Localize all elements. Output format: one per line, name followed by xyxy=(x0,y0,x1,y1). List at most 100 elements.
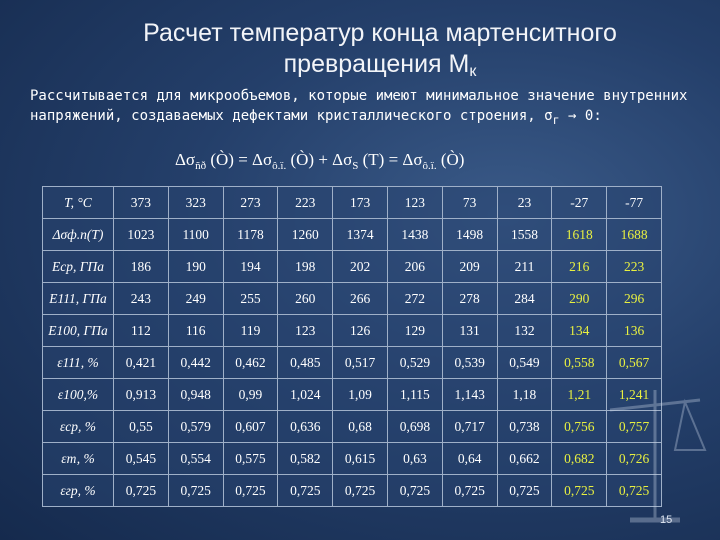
table-cell: 0,539 xyxy=(441,346,498,379)
table-row: ε100,% 0,913 0,948 0,99 1,024 1,09 1,115 1,143 1… xyxy=(42,378,662,411)
table-cell: 0,421 xyxy=(113,346,169,379)
table-cell: 1,21 xyxy=(551,378,608,411)
table-cell: 0,68 xyxy=(332,410,388,443)
table-cell: 373 xyxy=(113,186,169,219)
table-cell: -77 xyxy=(606,186,662,219)
row-label: εгр, % xyxy=(42,474,114,507)
table-cell: 223 xyxy=(606,250,662,283)
table-cell: 255 xyxy=(222,282,279,315)
table-cell: 1,024 xyxy=(277,378,334,411)
table-cell: 1,18 xyxy=(496,378,553,411)
intro-text: Рассчитывается для микрообъемов, которые… xyxy=(30,88,688,127)
table-cell: 206 xyxy=(386,250,443,283)
table-cell: 1558 xyxy=(496,218,553,251)
table-cell: 209 xyxy=(441,250,498,283)
table-cell: 0,554 xyxy=(167,442,224,475)
row-label: Δσф.п(T) xyxy=(42,218,114,251)
table-cell: 1,143 xyxy=(441,378,498,411)
table-cell: 0,55 xyxy=(113,410,169,443)
table-cell: 243 xyxy=(113,282,169,315)
table-cell: 0,442 xyxy=(167,346,224,379)
table-cell: 0,913 xyxy=(113,378,169,411)
table-cell: 1618 xyxy=(551,218,608,251)
table-cell: 129 xyxy=(386,314,443,347)
table-cell: 1438 xyxy=(386,218,443,251)
table-cell: 202 xyxy=(332,250,388,283)
table-cell: 0,63 xyxy=(386,442,443,475)
table-cell: 0,636 xyxy=(277,410,334,443)
table-cell: 190 xyxy=(167,250,224,283)
table-cell: 0,756 xyxy=(551,410,608,443)
table-row: εт, % 0,545 0,554 0,575 0,582 0,615 0,63 0,64 0,… xyxy=(42,442,662,475)
row-label: ε100,% xyxy=(42,378,114,411)
table-cell: 278 xyxy=(441,282,498,315)
table-cell: 0,725 xyxy=(551,474,608,507)
row-label: T, °C xyxy=(42,186,114,219)
table-row: E111, ГПа 243 249 255 260 266 272 278 284 290 296 xyxy=(42,282,662,315)
row-label: E100, ГПа xyxy=(42,314,114,347)
table-cell: 0,725 xyxy=(332,474,388,507)
table-row: εгр, % 0,725 0,725 0,725 0,725 0,725 0,725 0,72… xyxy=(42,474,662,507)
table-cell: 1260 xyxy=(277,218,334,251)
table-cell: 186 xyxy=(113,250,169,283)
table-cell: 1,115 xyxy=(386,378,443,411)
table-cell: 136 xyxy=(606,314,662,347)
table-cell: 290 xyxy=(551,282,608,315)
table-cell: 0,485 xyxy=(277,346,334,379)
scales-watermark-icon xyxy=(609,390,707,523)
table-cell: 1688 xyxy=(606,218,662,251)
title-line-2: превращения Мк xyxy=(283,50,477,80)
table-cell: 0,682 xyxy=(551,442,608,475)
table-cell: 0,579 xyxy=(167,410,224,443)
table-cell: 0,725 xyxy=(496,474,553,507)
table-cell: 123 xyxy=(386,186,443,219)
table-row: εср, % 0,55 0,579 0,607 0,636 0,68 0,698 0,717 0… xyxy=(42,410,662,443)
table-cell: 0,698 xyxy=(386,410,443,443)
table-cell: 0,575 xyxy=(222,442,279,475)
row-label: Eср, ГПа xyxy=(42,250,114,283)
table-cell: 0,725 xyxy=(222,474,279,507)
table-cell: 272 xyxy=(386,282,443,315)
table-cell: 73 xyxy=(441,186,498,219)
table-cell: 132 xyxy=(496,314,553,347)
page-number: 15 xyxy=(660,514,673,526)
table-cell: 131 xyxy=(441,314,498,347)
table-cell: 1498 xyxy=(441,218,498,251)
row-label: εт, % xyxy=(42,442,114,475)
table-cell: 123 xyxy=(277,314,334,347)
table-cell: 116 xyxy=(167,314,224,347)
table-cell: 194 xyxy=(222,250,279,283)
table-cell: 0,717 xyxy=(441,410,498,443)
data-table: T, °C 373 323 273 223 173 123 73 23 -27 -77 Δσф.п(T… xyxy=(42,186,662,507)
table-cell: 0,64 xyxy=(441,442,498,475)
table-cell: 1,241 xyxy=(606,378,662,411)
table-cell: 0,757 xyxy=(606,410,662,443)
table-cell: 0,725 xyxy=(606,474,662,507)
table-cell: 1100 xyxy=(167,218,224,251)
table-cell: 0,549 xyxy=(496,346,553,379)
table-cell: 323 xyxy=(167,186,224,219)
table-cell: 0,725 xyxy=(441,474,498,507)
table-cell: 266 xyxy=(332,282,388,315)
table-cell: 296 xyxy=(606,282,662,315)
table-cell: 273 xyxy=(222,186,279,219)
title-line-1: Расчет температур конца мартенситного xyxy=(143,19,617,47)
table-cell: 0,738 xyxy=(496,410,553,443)
table-cell: 1374 xyxy=(332,218,388,251)
table-cell: 0,462 xyxy=(222,346,279,379)
table-cell: 223 xyxy=(277,186,334,219)
intro-subscript: г xyxy=(552,112,560,127)
table-cell: 0,558 xyxy=(551,346,608,379)
table-cell: 260 xyxy=(277,282,334,315)
table-cell: 0,725 xyxy=(167,474,224,507)
table-cell: 126 xyxy=(332,314,388,347)
table-cell: -27 xyxy=(551,186,608,219)
table-cell: 0,99 xyxy=(222,378,279,411)
table-cell: 134 xyxy=(551,314,608,347)
row-label: ε111, % xyxy=(42,346,114,379)
table-cell: 284 xyxy=(496,282,553,315)
table-cell: 0,725 xyxy=(386,474,443,507)
formula: Δσñð (Ò) = Δσô.ï. (Ò) + ΔσS (T) = Δσô.ï.… xyxy=(175,150,465,172)
table-cell: 0,662 xyxy=(496,442,553,475)
table-cell: 1,09 xyxy=(332,378,388,411)
